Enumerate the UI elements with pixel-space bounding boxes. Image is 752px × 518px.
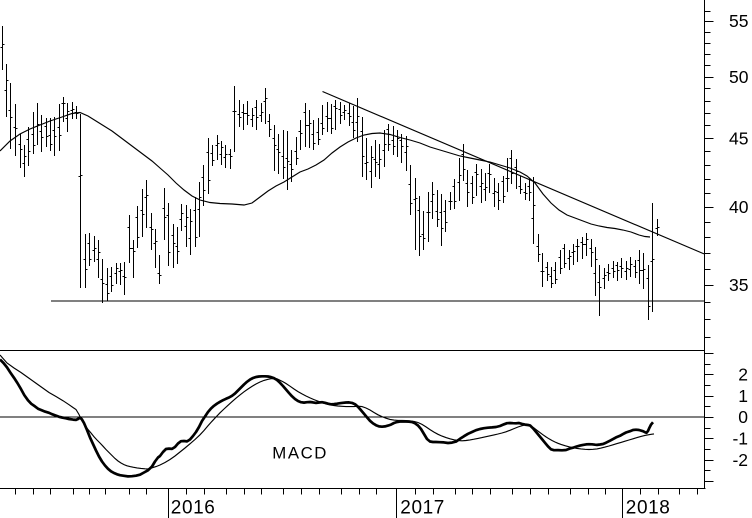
svg-text:2: 2	[738, 365, 748, 385]
svg-text:40: 40	[729, 197, 749, 217]
svg-text:MACD: MACD	[272, 443, 328, 462]
svg-text:55: 55	[729, 11, 748, 31]
svg-text:45: 45	[729, 129, 748, 149]
svg-text:2016: 2016	[171, 498, 216, 518]
svg-text:50: 50	[729, 67, 749, 87]
svg-text:2018: 2018	[626, 498, 671, 518]
svg-text:2017: 2017	[400, 498, 445, 518]
svg-text:35: 35	[729, 275, 748, 295]
svg-text:0: 0	[738, 407, 748, 427]
svg-text:-1: -1	[732, 429, 748, 449]
svg-text:1: 1	[738, 386, 748, 406]
svg-text:-2: -2	[732, 450, 748, 470]
